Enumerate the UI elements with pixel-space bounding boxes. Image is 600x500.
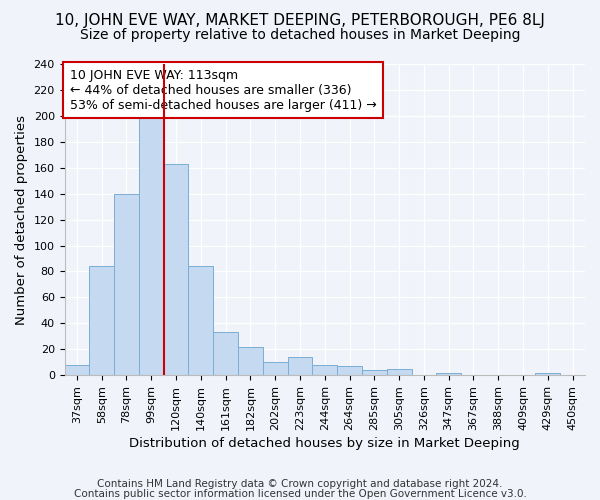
Bar (535, 372, 560, 375)
Text: 10 JOHN EVE WAY: 113sqm
← 44% of detached houses are smaller (336)
53% of semi-d: 10 JOHN EVE WAY: 113sqm ← 44% of detache… (70, 68, 376, 112)
Text: Size of property relative to detached houses in Market Deeping: Size of property relative to detached ho… (80, 28, 520, 42)
Bar (139, 118, 164, 375)
Text: Contains HM Land Registry data © Crown copyright and database right 2024.: Contains HM Land Registry data © Crown c… (97, 479, 503, 489)
Bar (213, 332, 238, 375)
Bar (287, 357, 313, 375)
Bar (337, 366, 362, 375)
X-axis label: Distribution of detached houses by size in Market Deeping: Distribution of detached houses by size … (130, 437, 520, 450)
Bar (188, 266, 213, 375)
Bar (114, 194, 139, 375)
Bar (387, 368, 412, 375)
Bar (263, 362, 287, 375)
Bar (313, 365, 337, 375)
Text: 10, JOHN EVE WAY, MARKET DEEPING, PETERBOROUGH, PE6 8LJ: 10, JOHN EVE WAY, MARKET DEEPING, PETERB… (55, 12, 545, 28)
Y-axis label: Number of detached properties: Number of detached properties (15, 114, 28, 324)
Bar (436, 372, 461, 375)
Bar (362, 370, 387, 375)
Bar (238, 346, 263, 375)
Text: Contains public sector information licensed under the Open Government Licence v3: Contains public sector information licen… (74, 489, 526, 499)
Bar (89, 266, 114, 375)
Bar (65, 365, 89, 375)
Bar (164, 164, 188, 375)
